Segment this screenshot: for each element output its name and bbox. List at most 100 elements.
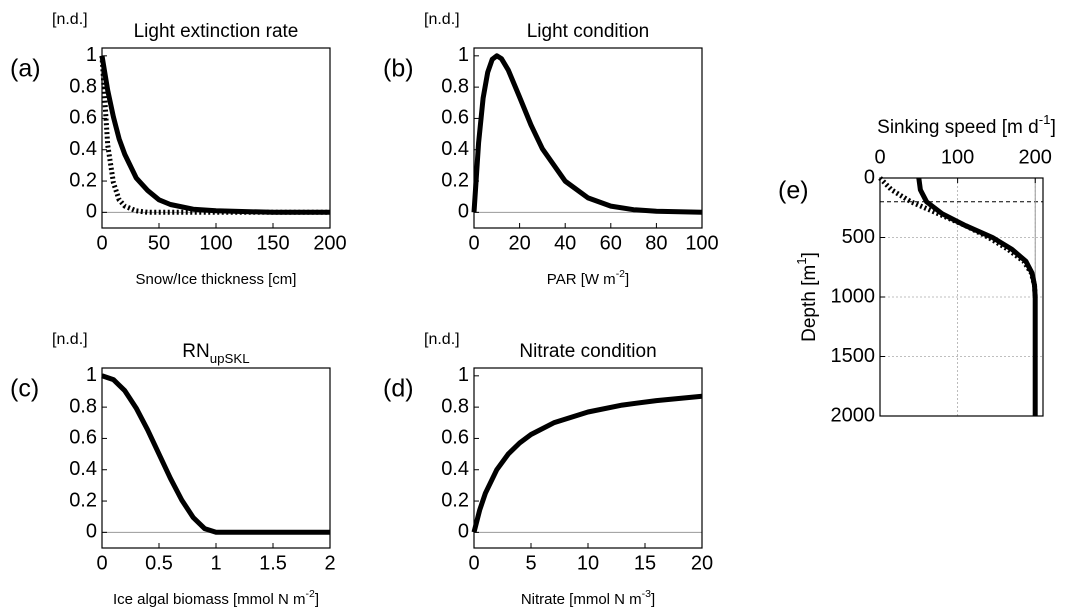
y-tick-label: 1000 (831, 285, 876, 307)
label-part: Snow/Ice thickness [cm] (136, 271, 297, 288)
y-tick-label: 0.8 (441, 75, 469, 97)
y-tick-label: 1 (86, 364, 97, 386)
x-tick-label: 40 (554, 232, 576, 254)
x-tick-label: 0.5 (145, 552, 173, 574)
x-tick-label: 80 (645, 232, 667, 254)
chart-title: RNupSKL (182, 341, 249, 366)
x-axis-label: Ice algal biomass [mmol N m-2] (113, 588, 319, 608)
y-axis-label: Depth [m1] (794, 252, 820, 342)
panel-label: (d) (383, 375, 414, 403)
y-tick-label: 0.8 (441, 395, 469, 417)
y-tick-label: 0 (458, 521, 469, 543)
y-tick-label: 1500 (831, 345, 876, 367)
x-tick-label: 150 (256, 232, 289, 254)
x-tick-label: 0 (96, 552, 107, 574)
y-tick-label: 0.4 (69, 458, 97, 480)
y-tick-label: 0.4 (69, 138, 97, 160)
y-tick-label: 0.2 (441, 489, 469, 511)
x-tick-label: 1 (210, 552, 221, 574)
x-axis-label: Nitrate [mmol N m-3] (521, 588, 655, 608)
title-main: Nitrate condition (519, 341, 656, 362)
x-axis-label: Snow/Ice thickness [cm] (136, 271, 297, 288)
y-axis-unit: [n.d.] (424, 331, 460, 348)
y-tick-label: 500 (842, 226, 875, 248)
plot-frame (101, 47, 331, 229)
label-part: ] (651, 591, 655, 608)
y-tick-label: 0.4 (441, 138, 469, 160)
data-line (99, 55, 330, 215)
label-part: ] (799, 252, 820, 257)
y-tick-label: 2000 (831, 404, 876, 426)
data-line (99, 55, 330, 215)
data-line (101, 373, 330, 535)
x-axis-label: PAR [W m-2] (547, 268, 629, 288)
label-part: ] (1051, 117, 1056, 138)
x-tick-label: 5 (525, 552, 536, 574)
chart-title: Nitrate condition (519, 341, 656, 362)
x-axis-label: Sinking speed [m d-1] (877, 112, 1056, 138)
y-tick-label: 1 (458, 364, 469, 386)
x-tick-label: 20 (508, 232, 530, 254)
label-part: Ice algal biomass [mmol N m (113, 591, 306, 608)
y-tick-label: 0 (458, 201, 469, 223)
panel-label: (b) (383, 55, 414, 83)
label-part: -3 (642, 588, 651, 600)
y-tick-label: 0 (86, 521, 97, 543)
x-tick-label: 100 (685, 232, 718, 254)
x-tick-label: 60 (600, 232, 622, 254)
x-tick-label: 20 (691, 552, 713, 574)
x-tick-label: 0 (874, 146, 885, 168)
y-tick-label: 0.6 (441, 107, 469, 129)
title-subscript: upSKL (210, 351, 250, 366)
x-tick-label: 15 (634, 552, 656, 574)
y-tick-label: 0.8 (69, 75, 97, 97)
label-part: -1 (1039, 112, 1051, 127)
title-main: Light extinction rate (134, 21, 299, 42)
panel-label: (a) (10, 55, 41, 83)
x-tick-label: 200 (1019, 146, 1052, 168)
x-tick-label: 100 (199, 232, 232, 254)
plot-frame (473, 47, 703, 229)
label-part: Depth [m (799, 265, 820, 342)
x-tick-label: 2 (324, 552, 335, 574)
y-tick-label: 0.6 (441, 427, 469, 449)
x-tick-label: 200 (313, 232, 346, 254)
label-part: Sinking speed [m d (877, 117, 1039, 138)
label-part: ] (625, 271, 629, 288)
x-tick-label: 50 (148, 232, 170, 254)
label-part: PAR [W m (547, 271, 616, 288)
y-tick-label: 0.2 (69, 489, 97, 511)
x-tick-label: 0 (468, 232, 479, 254)
y-tick-label: 1 (458, 44, 469, 66)
title-main: Light condition (527, 21, 650, 42)
panel-label: (e) (778, 177, 809, 205)
y-tick-label: 0.8 (69, 395, 97, 417)
data-line (878, 176, 1038, 298)
title-main: RN (182, 341, 209, 362)
label-part: ] (315, 591, 319, 608)
label-part: -2 (616, 268, 625, 280)
label-part: -2 (306, 588, 315, 600)
y-tick-label: 1 (86, 44, 97, 66)
y-tick-label: 0.6 (69, 107, 97, 129)
y-tick-label: 0.6 (69, 427, 97, 449)
y-axis-unit: [n.d.] (52, 331, 88, 348)
y-tick-label: 0.2 (69, 169, 97, 191)
chart-title: Light extinction rate (134, 21, 299, 42)
x-tick-label: 10 (577, 552, 599, 574)
data-line (471, 393, 703, 533)
x-tick-label: 1.5 (259, 552, 287, 574)
y-tick-label: 0.4 (441, 458, 469, 480)
label-part: 1 (794, 257, 809, 264)
data-line (471, 53, 703, 215)
label-part: Nitrate [mmol N m (521, 591, 642, 608)
plot-frame (101, 367, 331, 549)
y-axis-unit: [n.d.] (424, 11, 460, 28)
x-tick-label: 0 (96, 232, 107, 254)
y-tick-label: 0.2 (441, 169, 469, 191)
y-tick-label: 0 (864, 166, 875, 188)
x-tick-label: 0 (468, 552, 479, 574)
x-tick-label: 100 (941, 146, 974, 168)
y-axis-unit: [n.d.] (52, 11, 88, 28)
